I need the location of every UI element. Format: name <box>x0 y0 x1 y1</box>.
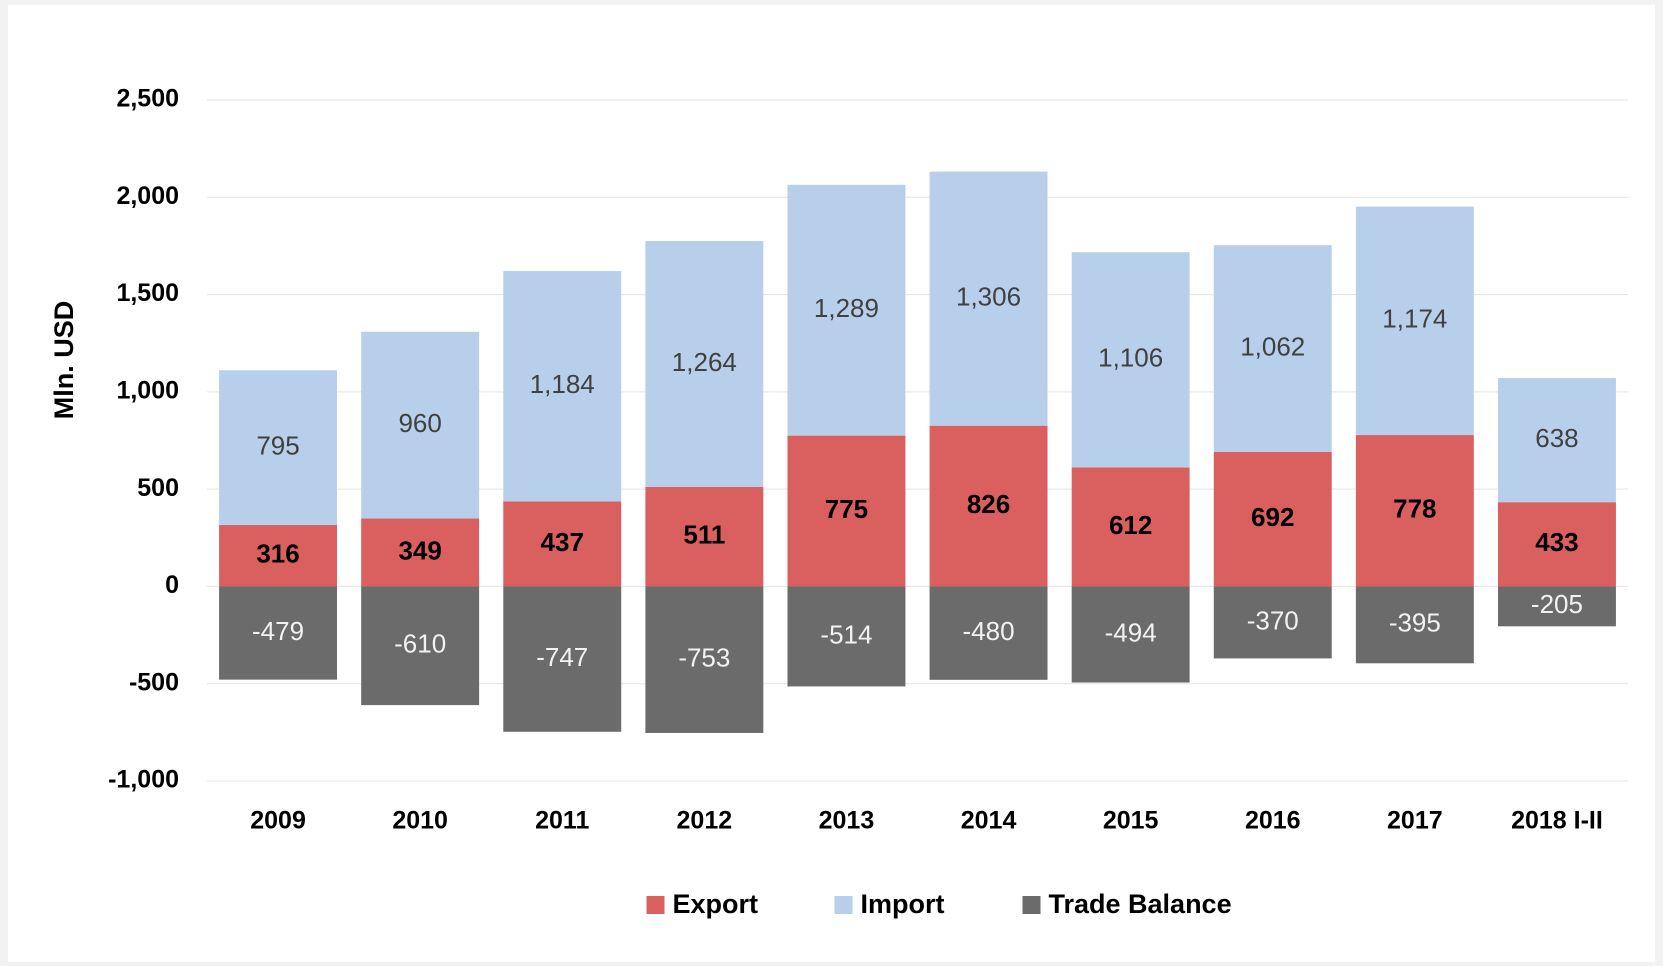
y-tick-label: 0 <box>165 571 179 599</box>
data-label: 433 <box>1535 527 1578 557</box>
bar-segment <box>503 271 622 502</box>
legend-swatch <box>1022 896 1041 914</box>
data-label: 612 <box>1109 510 1152 540</box>
data-label: 1,289 <box>814 293 879 323</box>
bar-segment <box>929 171 1048 426</box>
bar-segment <box>1355 435 1474 587</box>
y-tick-label: 2,500 <box>116 85 179 113</box>
x-tick-label: 2013 <box>819 807 875 835</box>
bar-segment <box>219 586 338 680</box>
legend-label: Import <box>861 889 945 919</box>
bar-segment <box>787 184 906 436</box>
data-label: -514 <box>820 619 872 649</box>
data-label: 511 <box>683 520 725 550</box>
legend-swatch <box>834 896 853 914</box>
data-label: 1,264 <box>672 347 737 377</box>
bar-segment <box>361 586 480 706</box>
data-label: -610 <box>394 629 446 659</box>
bar-segment <box>1497 586 1616 627</box>
bar-segment <box>219 524 338 587</box>
bar-segment <box>1071 467 1190 587</box>
data-label: -370 <box>1247 605 1299 635</box>
y-tick-label: 1,500 <box>116 279 179 307</box>
data-label: 775 <box>825 494 868 524</box>
x-tick-label: 2015 <box>1103 807 1159 835</box>
data-label: -747 <box>536 642 588 672</box>
bar-segment <box>1213 451 1332 587</box>
bar-segment <box>787 586 906 687</box>
legend-label: Trade Balance <box>1049 889 1232 919</box>
y-tick-label: 2,000 <box>116 182 179 210</box>
data-label: 1,106 <box>1098 343 1163 373</box>
bar-segment <box>361 331 480 519</box>
data-label: 638 <box>1535 423 1578 453</box>
legend-swatch <box>646 896 665 914</box>
bar-segment <box>1213 586 1332 659</box>
bar-segment <box>1355 586 1474 664</box>
data-label: 1,174 <box>1382 304 1447 334</box>
bar-segment <box>1355 206 1474 436</box>
data-label: 778 <box>1393 494 1436 524</box>
data-label: 1,184 <box>530 369 595 399</box>
data-label: -494 <box>1105 617 1157 647</box>
x-tick-label: 2011 <box>535 807 589 835</box>
bar-segment <box>503 501 622 587</box>
data-label: 1,062 <box>1240 331 1305 361</box>
x-tick-label: 2014 <box>961 807 1017 835</box>
x-tick-label: 2010 <box>392 807 448 835</box>
data-label: 437 <box>541 527 584 557</box>
bar-segment <box>219 370 338 525</box>
bar-segment <box>1497 502 1616 587</box>
x-tick-label: 2009 <box>250 807 306 835</box>
bar-segment <box>1213 245 1332 452</box>
bar-segment <box>929 586 1048 680</box>
bar-segment <box>1497 378 1616 503</box>
data-label: 795 <box>256 430 299 460</box>
data-label: 349 <box>398 535 441 565</box>
data-label: -753 <box>678 643 730 673</box>
y-tick-label: 500 <box>137 474 179 502</box>
bar-segment <box>787 435 906 587</box>
bar-segment <box>1071 586 1190 683</box>
x-tick-label: 2018 I-II <box>1511 807 1603 835</box>
data-label: -479 <box>252 616 304 646</box>
legend-label: Export <box>673 889 759 919</box>
bar-segment <box>929 425 1048 587</box>
x-tick-label: 2017 <box>1387 807 1443 835</box>
data-label: -480 <box>963 616 1015 646</box>
data-label: -205 <box>1531 589 1583 619</box>
bar-segment <box>645 241 764 488</box>
x-tick-label: 2016 <box>1245 807 1301 835</box>
data-label: 960 <box>398 408 441 438</box>
data-label: 316 <box>256 539 299 569</box>
bar-segment <box>1071 252 1190 468</box>
data-label: 826 <box>967 489 1010 519</box>
y-tick-label: -500 <box>129 668 179 696</box>
y-tick-label: 1,000 <box>116 376 179 404</box>
y-tick-label: -1,000 <box>108 766 179 794</box>
y-axis-label: Mln. USD <box>49 301 79 420</box>
data-label: 1,306 <box>956 282 1021 312</box>
bar-segment <box>645 487 764 587</box>
bar-segment <box>361 518 480 587</box>
bar-segment <box>645 586 764 733</box>
x-tick-label: 2012 <box>677 807 733 835</box>
data-label: 692 <box>1251 502 1294 532</box>
bar-segment <box>503 586 622 732</box>
data-label: -395 <box>1389 608 1441 638</box>
